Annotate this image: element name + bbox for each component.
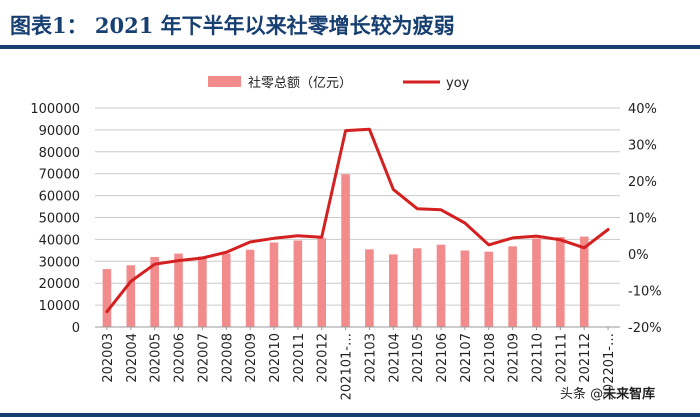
watermark: 头条 @未来智库 <box>560 383 655 402</box>
bar <box>556 237 565 327</box>
figure-header: 图表1： 2021 年下半年以来社零增长较为疲弱 <box>0 0 700 50</box>
x-tick-label: 202012 <box>316 333 331 383</box>
right-tick-label: -10% <box>628 285 662 300</box>
x-tick-label: 202110 <box>530 333 545 383</box>
right-tick-label: 0% <box>628 248 649 263</box>
left-axis: 0 10000 20000 30000 40000 50000 60000 70000 8000… <box>30 102 80 336</box>
x-tick-label: 202108 <box>483 333 498 383</box>
bar <box>412 248 422 327</box>
bar <box>174 253 183 327</box>
x-tick-label: 202112 <box>578 333 593 383</box>
bar <box>389 254 398 327</box>
bar <box>198 256 207 327</box>
right-tick-label: 40% <box>628 102 657 117</box>
bar <box>579 236 589 327</box>
chart-title: 图表1： 2021 年下半年以来社零增长较为疲弱 <box>10 13 455 38</box>
legend: 社零总额（亿元） yoy <box>208 75 470 91</box>
x-tick-label: 202007 <box>196 333 211 383</box>
bar <box>365 249 374 327</box>
footer-rule <box>0 413 700 417</box>
x-tick-label: 202010 <box>268 333 283 383</box>
x-tick-label: 202005 <box>149 333 164 383</box>
x-tick-label: 202103 <box>363 333 378 383</box>
bar-series <box>102 174 589 327</box>
left-tick-label: 70000 <box>39 168 80 183</box>
bar <box>532 238 541 327</box>
x-tick-label: 202006 <box>173 333 188 383</box>
x-tick-label: 202104 <box>387 333 402 383</box>
x-tick-label: 202201-… <box>602 333 617 400</box>
left-tick-label: 50000 <box>39 212 80 227</box>
x-tick-label: 202008 <box>220 333 235 383</box>
bar <box>317 238 326 327</box>
right-axis: -20% -10% 0% 10% 20% 30% 40% <box>628 102 662 336</box>
right-tick-label: 30% <box>628 139 657 154</box>
bar <box>245 249 255 327</box>
bar <box>269 242 279 327</box>
bar <box>150 256 159 327</box>
bar <box>436 244 446 327</box>
line-series <box>105 127 610 314</box>
bar <box>484 251 494 327</box>
bar <box>221 253 231 327</box>
right-tick-label: 10% <box>628 212 657 227</box>
x-tick-label: 202111 <box>554 333 569 383</box>
bar <box>341 174 350 327</box>
left-tick-label: 30000 <box>39 255 80 270</box>
left-tick-label: 40000 <box>39 233 80 248</box>
bar <box>126 265 136 327</box>
bar <box>508 246 517 327</box>
left-tick-label: 100000 <box>30 102 80 117</box>
x-tick-label: 202004 <box>125 333 140 383</box>
x-tick-label: 202107 <box>459 333 474 383</box>
right-tick-label: 20% <box>628 175 657 190</box>
x-tick-label: 202011 <box>292 333 307 383</box>
left-tick-label: 60000 <box>39 190 80 205</box>
x-tick-label: 202101-… <box>340 333 355 400</box>
x-tick-label: 202105 <box>411 333 426 383</box>
bar <box>102 269 112 327</box>
yoy-line <box>105 127 610 314</box>
bar <box>293 240 303 327</box>
x-axis: 202003 202004 202005 202006 202007 202008 2020… <box>95 326 620 400</box>
gridlines <box>95 107 620 328</box>
watermark-prefix: 头条 @ <box>560 387 604 402</box>
header-rule <box>0 45 700 49</box>
x-tick-label: 202106 <box>435 333 450 383</box>
legend-line-label: yoy <box>446 76 470 91</box>
left-tick-label: 10000 <box>39 299 80 314</box>
x-tick-label: 202003 <box>101 333 116 383</box>
watermark-brand: 未来智库 <box>603 387 656 402</box>
legend-bar-swatch <box>208 76 241 87</box>
left-tick-label: 20000 <box>39 277 80 292</box>
left-tick-label: 0 <box>72 321 80 336</box>
right-tick-label: -20% <box>628 321 662 336</box>
x-tick-label: 202009 <box>244 333 259 383</box>
left-tick-label: 80000 <box>39 146 80 161</box>
legend-bar-label: 社零总额（亿元） <box>248 75 352 91</box>
left-tick-label: 90000 <box>39 124 80 139</box>
bar <box>460 250 470 327</box>
x-tick-label: 202109 <box>507 333 522 383</box>
